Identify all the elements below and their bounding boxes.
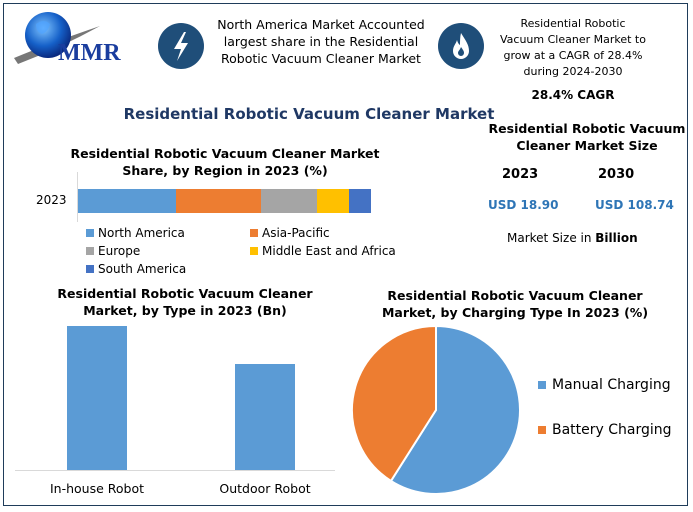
pie-slice-manual-charging [389, 324, 521, 495]
north-america-text: North America Market Accounted largest s… [217, 17, 425, 66]
type-category-label: Outdoor Robot [219, 481, 311, 496]
legend-swatch [250, 229, 258, 237]
market-size-note: Market Size in Billion [507, 231, 638, 245]
type-chart-title: Residential Robotic Vacuum Cleaner Marke… [57, 286, 313, 318]
region-legend-item: South America [86, 262, 186, 276]
legend-label: North America [98, 226, 185, 240]
type-bar [235, 364, 295, 470]
cagr-text: Residential Robotic Vacuum Cleaner Marke… [500, 17, 646, 78]
legend-swatch [538, 426, 546, 434]
legend-label: Battery Charging [552, 422, 672, 438]
region-segment-asia-pacific [176, 189, 262, 213]
region-legend-item: North America [86, 226, 185, 240]
legend-label: Middle East and Africa [262, 244, 396, 258]
region-segment-europe [261, 189, 317, 213]
svg-text:MMR: MMR [58, 40, 121, 66]
legend-swatch [86, 229, 94, 237]
legend-label: Europe [98, 244, 141, 258]
region-legend-item: Europe [86, 244, 140, 258]
region-legend-item: Middle East and Africa [250, 244, 396, 258]
type-axis [15, 470, 335, 471]
note-prefix: Market Size in [507, 231, 596, 245]
main-title: Residential Robotic Vacuum Cleaner Marke… [123, 105, 495, 123]
type-category-label: In-house Robot [49, 481, 145, 496]
region-segment-south-america [348, 189, 371, 213]
value-2023: USD 18.90 [488, 198, 559, 212]
note-unit: Billion [595, 231, 638, 245]
type-bar [67, 326, 127, 470]
year-2030: 2030 [598, 167, 635, 182]
infographic-frame [3, 3, 688, 506]
year-2023: 2023 [502, 167, 539, 182]
legend-label: Manual Charging [552, 377, 671, 393]
lightning-bolt-icon [158, 23, 204, 69]
legend-swatch [86, 247, 94, 255]
flame-icon [438, 23, 484, 69]
legend-swatch [86, 265, 94, 273]
market-size-title: Residential Robotic Vacuum Cleaner Marke… [488, 121, 686, 153]
legend-label: Asia-Pacific [262, 226, 330, 240]
mmr-logo: MMR [14, 12, 121, 66]
region-legend-item: Asia-Pacific [250, 226, 330, 240]
value-2030: USD 108.74 [595, 198, 674, 212]
legend-swatch [250, 247, 258, 255]
region-axis [77, 172, 78, 222]
pie-slice-battery-charging [351, 324, 437, 483]
charging-pie [351, 324, 521, 495]
region-chart-title: Residential Robotic Vacuum Cleaner Marke… [70, 146, 380, 178]
charging-legend-item: Battery Charging [538, 423, 672, 437]
cagr-value: 28.4% CAGR [531, 88, 615, 102]
region-category-label: 2023 [36, 193, 67, 207]
region-stacked-bar [78, 189, 371, 213]
region-segment-middle-east-and-africa [316, 189, 349, 213]
legend-swatch [538, 381, 546, 389]
region-segment-north-america [78, 189, 177, 213]
legend-label: South America [98, 262, 187, 276]
charging-legend-item: Manual Charging [538, 378, 671, 392]
charging-chart-title: Residential Robotic Vacuum Cleaner Marke… [381, 288, 649, 320]
